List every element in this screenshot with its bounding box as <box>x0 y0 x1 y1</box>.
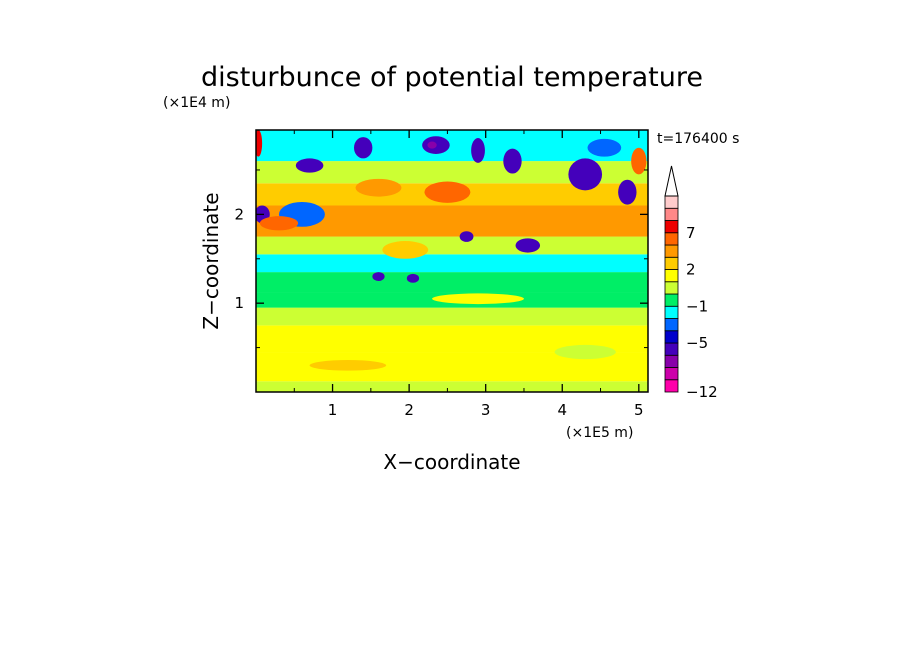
field-feature-4 <box>471 137 485 163</box>
x-axis: 1 2 3 4 5 <box>293 130 644 419</box>
chart-title: disturbunce of potential temperature <box>201 62 703 93</box>
field-feature-18 <box>256 130 263 157</box>
x-tick-label: 4 <box>557 401 567 419</box>
colorbar: −12−5−127 <box>664 165 718 401</box>
field-feature-11 <box>459 231 474 242</box>
colorbar-tick-label: −1 <box>686 297 708 315</box>
field-band-6 <box>256 254 648 273</box>
field-feature-19 <box>631 147 647 175</box>
field-band-5 <box>256 272 648 293</box>
colorbar-swatch <box>664 367 679 381</box>
colorbar-swatch <box>664 207 679 221</box>
field-feature-14 <box>406 273 420 283</box>
x-axis-title: X−coordinate <box>383 450 520 474</box>
field-feature-5 <box>503 148 522 174</box>
colorbar-swatch <box>664 318 679 332</box>
field-feature-6 <box>568 158 603 191</box>
field-band-11 <box>256 130 648 162</box>
field-feature-16 <box>355 178 402 197</box>
colorbar-swatch <box>664 293 679 307</box>
field-band-0 <box>256 381 648 392</box>
colorbar-swatch <box>664 269 679 283</box>
field-band-3 <box>256 307 648 326</box>
field-feature-22 <box>554 344 616 360</box>
colorbar-swatch <box>664 281 679 295</box>
field-feature-1 <box>295 158 324 173</box>
x-tick-label: 1 <box>328 401 338 419</box>
colorbar-swatch <box>664 244 679 258</box>
colorbar-tick-label: 7 <box>686 224 696 242</box>
field-feature-17 <box>259 216 299 231</box>
field-band-10 <box>256 161 648 184</box>
y-axis: 12 <box>234 169 648 349</box>
x-tick-label: 3 <box>481 401 491 419</box>
colorbar-swatch <box>664 195 679 209</box>
plot-area <box>255 129 649 393</box>
colorbar-swatch <box>664 220 679 234</box>
y-tick-label: 2 <box>234 205 244 223</box>
colorbar-tick-label: 2 <box>686 261 696 279</box>
colorbar-swatch <box>664 305 679 319</box>
field-feature-8 <box>587 138 622 157</box>
time-label: t=176400 s <box>657 131 739 147</box>
colorbar-swatch <box>664 256 679 270</box>
field-feature-15 <box>424 181 471 203</box>
y-unit-label: (×1E4 m) <box>163 95 230 111</box>
colorbar-swatch <box>664 354 679 368</box>
field-band-7 <box>256 236 648 255</box>
x-unit-label: (×1E5 m) <box>566 425 633 441</box>
x-tick-label: 2 <box>404 401 414 419</box>
colorbar-swatch <box>664 330 679 344</box>
colorbar-extend-arrow <box>664 165 679 197</box>
field-feature-21 <box>432 293 524 305</box>
field-feature-0 <box>354 137 373 159</box>
x-tick-label: 5 <box>634 401 644 419</box>
field-feature-13 <box>372 272 385 281</box>
colorbar-tick-label: −12 <box>686 383 718 401</box>
contour-field <box>256 130 648 392</box>
field-feature-23 <box>309 360 387 371</box>
colorbar-swatch <box>664 379 679 393</box>
colorbar-tick-label: −5 <box>686 334 708 352</box>
field-feature-12 <box>515 238 541 253</box>
field-feature-3 <box>427 141 437 149</box>
y-axis-title: Z−coordinate <box>199 192 223 329</box>
colorbar-swatch <box>664 232 679 246</box>
field-feature-20 <box>382 241 429 259</box>
colorbar-swatch <box>664 342 679 356</box>
plot-frame <box>255 129 649 393</box>
field-feature-7 <box>618 179 637 205</box>
y-tick-label: 1 <box>234 294 244 312</box>
